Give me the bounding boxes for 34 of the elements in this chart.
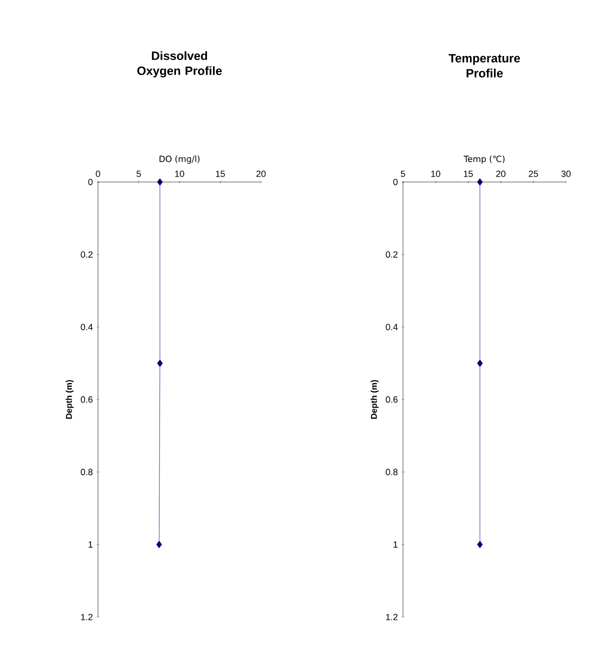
y-tick-label: 0.6	[386, 396, 398, 403]
x-tick-label: 20	[256, 170, 266, 177]
y-tick-label: 0	[88, 178, 93, 186]
y-tick-label: 1.2	[386, 614, 398, 620]
x-tick-label: 30	[561, 170, 571, 177]
x-tick-label: 5	[400, 170, 406, 177]
x-axis-title: Temp (℃)	[464, 156, 505, 164]
x-tick-label: 15	[464, 170, 473, 177]
y-tick-label: 0.2	[80, 251, 93, 258]
x-tick-label: 10	[175, 170, 184, 177]
y-axis-title: Depth (m)	[370, 380, 379, 419]
point	[477, 360, 483, 367]
y-tick-label: 0	[393, 178, 398, 186]
chart-title: Dissolved Oxygen Profile	[137, 51, 222, 78]
y-tick-label: 0.4	[80, 324, 93, 330]
chart-title: Temperature Profile	[448, 54, 520, 78]
y-tick-label: 0.8	[80, 468, 93, 476]
x-axis-title: DO (mg/l)	[160, 156, 200, 164]
x-tick-label: 0	[96, 170, 100, 177]
y-axis-title: Depth (m)	[66, 380, 74, 419]
y-tick-label: 0.4	[386, 324, 398, 330]
x-tick-label: 10	[431, 170, 440, 177]
y-tick-label: 0.8	[386, 468, 398, 476]
x-tick-label: 20	[496, 170, 506, 177]
y-tick-label: 1.2	[81, 614, 93, 620]
x-tick-label: 15	[216, 170, 225, 177]
y-tick-label: 1	[394, 541, 398, 548]
y-tick-label: 0.2	[386, 251, 398, 258]
y-tick-label: 0.6	[80, 396, 93, 403]
x-tick-label: 5	[136, 170, 141, 177]
point	[477, 178, 483, 186]
x-tick-label: 25	[528, 170, 538, 177]
point	[477, 540, 483, 548]
y-tick-label: 1	[88, 541, 93, 548]
